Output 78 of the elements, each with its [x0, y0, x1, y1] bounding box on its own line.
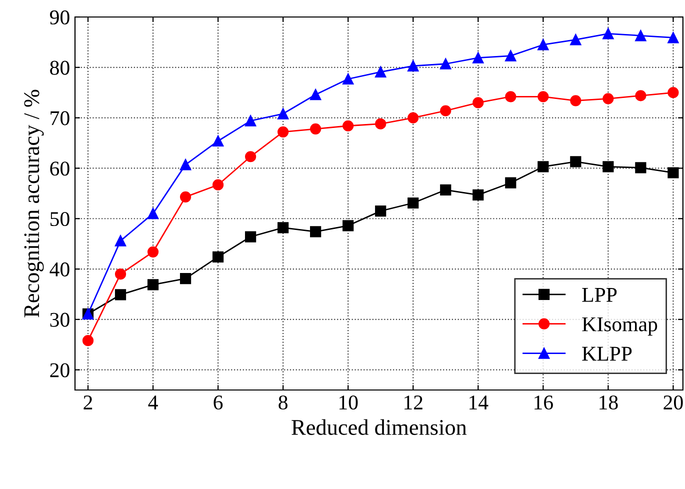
point	[602, 93, 614, 104]
point	[278, 222, 289, 234]
x-tick-label: 10	[340, 395, 358, 410]
point	[440, 105, 452, 116]
point	[114, 289, 126, 300]
point	[635, 162, 646, 174]
point	[538, 161, 549, 172]
point	[310, 89, 322, 100]
x-tick-label: 18	[600, 395, 618, 410]
y-tick-label: 50	[50, 212, 70, 226]
legend-label: LPP	[582, 288, 617, 302]
point	[635, 90, 646, 102]
point	[538, 91, 549, 102]
point	[278, 126, 289, 138]
x-tick-label: 14	[470, 396, 488, 410]
legend-label: KIsomap	[582, 317, 658, 336]
x-tick-label: 12	[404, 396, 422, 410]
y-tick-label: 20	[50, 363, 70, 378]
point	[114, 268, 126, 280]
point	[114, 235, 126, 246]
point	[342, 220, 354, 232]
y-tick-label: 90	[50, 10, 70, 24]
point	[668, 87, 679, 98]
point	[668, 32, 679, 44]
point	[635, 30, 646, 42]
point	[342, 73, 354, 85]
x-tick-label: 6	[214, 396, 223, 410]
point	[375, 118, 386, 130]
y-axis-title: Recognition accuracy / %	[24, 90, 44, 318]
point	[602, 28, 614, 40]
point	[505, 177, 516, 188]
point	[147, 246, 159, 258]
point	[505, 50, 516, 62]
point	[245, 115, 256, 126]
x-tick-label: 16	[534, 396, 553, 410]
y-tick-label: 40	[50, 262, 70, 276]
point	[440, 184, 452, 196]
point	[212, 179, 224, 190]
point	[472, 97, 484, 108]
point	[570, 34, 582, 46]
x-tick-label: 8	[278, 395, 288, 410]
point	[440, 58, 452, 70]
point	[180, 159, 192, 170]
point	[505, 91, 516, 102]
point	[278, 108, 289, 120]
point	[408, 197, 419, 209]
y-tick-label: 30	[50, 312, 70, 327]
point	[375, 66, 386, 78]
y-tick-label: 80	[50, 60, 70, 75]
point	[408, 112, 419, 124]
point	[342, 120, 354, 132]
y-tick-label: 70	[50, 111, 70, 126]
point	[245, 231, 256, 242]
point	[570, 95, 582, 106]
legend-label: KLPP	[582, 346, 632, 361]
point	[538, 39, 549, 50]
x-tick-label: 4	[148, 396, 158, 410]
point	[668, 167, 679, 178]
point	[570, 156, 582, 168]
point	[602, 161, 614, 172]
point	[472, 52, 484, 64]
point	[212, 251, 224, 262]
x-tick-label: 2	[84, 396, 92, 410]
point	[310, 123, 322, 134]
point	[212, 135, 224, 147]
point	[310, 226, 322, 238]
point	[408, 60, 419, 72]
y-tick-label: 60	[50, 162, 70, 176]
point	[375, 206, 386, 217]
point	[472, 189, 484, 200]
point	[147, 208, 159, 220]
point	[147, 279, 159, 290]
point	[180, 273, 192, 284]
point	[82, 335, 94, 346]
point	[245, 151, 256, 162]
x-axis-title: Reduced dimension	[292, 419, 467, 435]
x-tick-label: 20	[664, 395, 683, 410]
point	[180, 191, 192, 203]
